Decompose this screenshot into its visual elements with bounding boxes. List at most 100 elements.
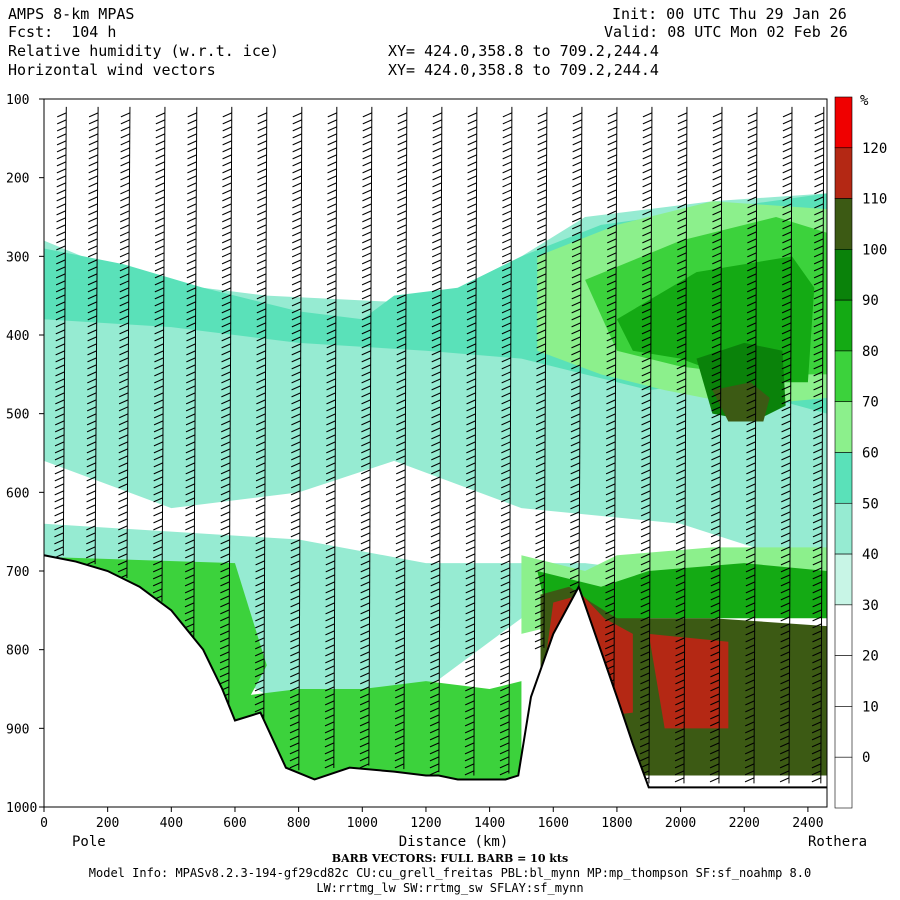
barb-feather xyxy=(118,476,128,482)
barb-feather xyxy=(710,518,721,524)
barb-feather xyxy=(292,224,302,230)
barb-feather xyxy=(640,511,651,517)
barb-feather xyxy=(502,238,512,244)
barb-feather xyxy=(185,546,195,552)
barb-feather xyxy=(711,294,722,300)
barb-feather xyxy=(780,686,790,692)
barb-feather xyxy=(711,336,722,342)
barb-feather xyxy=(220,518,230,524)
barb-feather xyxy=(152,567,163,573)
barb-feather xyxy=(813,301,824,307)
barb-feather xyxy=(432,217,442,223)
barb-feather xyxy=(324,693,335,699)
barb-feather xyxy=(87,378,97,384)
barb-feather xyxy=(607,147,617,153)
x-tick-label: 1200 xyxy=(410,816,441,831)
barb-feather xyxy=(88,168,98,174)
barb-feather xyxy=(745,630,755,636)
barb-feather xyxy=(676,350,687,356)
barb-feather xyxy=(256,336,266,342)
barb-feather xyxy=(501,420,511,426)
barb-feather xyxy=(154,231,165,237)
barb-feather xyxy=(186,231,197,237)
barb-feather xyxy=(361,385,371,391)
barb-feather xyxy=(120,147,130,153)
barb-feather xyxy=(432,182,442,188)
barb-feather xyxy=(744,777,755,783)
barb-feather xyxy=(55,329,66,335)
barb-feather xyxy=(325,623,335,629)
barb-feather xyxy=(221,343,231,349)
barb-feather xyxy=(813,343,823,349)
barb-feather xyxy=(395,651,405,657)
barb-feather xyxy=(55,406,65,412)
barb-feather xyxy=(711,364,722,370)
barb-feather xyxy=(86,441,97,447)
barb-feather xyxy=(395,490,406,496)
barb-feather xyxy=(500,651,510,657)
barb-feather xyxy=(326,280,337,286)
barb-feather xyxy=(640,658,650,664)
barb-feather xyxy=(362,210,372,216)
barb-feather xyxy=(712,266,722,272)
barb-feather xyxy=(86,406,97,412)
barb-feather xyxy=(676,427,686,433)
barb-feather xyxy=(432,203,442,209)
barb-feather xyxy=(780,623,790,629)
barb-feather xyxy=(676,406,686,412)
barb-feather xyxy=(290,616,300,622)
barb-feather xyxy=(639,742,650,748)
barb-feather xyxy=(119,287,129,293)
barb-feather xyxy=(572,203,582,209)
barb-feather xyxy=(55,301,66,307)
barb-feather xyxy=(154,385,164,391)
barb-feather xyxy=(466,462,476,468)
barb-feather xyxy=(220,609,230,615)
barb-feather xyxy=(362,119,372,125)
barb-feather xyxy=(118,539,128,545)
x-axis-label: Distance (km) xyxy=(399,834,509,850)
barb-feather xyxy=(118,532,128,538)
barb-feather xyxy=(676,364,687,370)
colorbar-label: 50 xyxy=(862,496,879,512)
barb-feather xyxy=(536,259,547,265)
barb-feather xyxy=(396,252,407,258)
barb-feather xyxy=(534,637,545,643)
barb-feather xyxy=(782,259,792,265)
barb-feather xyxy=(780,553,791,559)
barb-feather xyxy=(640,644,650,650)
barb-feather xyxy=(502,182,512,188)
barb-feather xyxy=(56,133,67,139)
barb-feather xyxy=(502,168,512,174)
colorbar-swatch xyxy=(834,452,853,504)
barb-staff xyxy=(788,106,793,784)
barb-feather xyxy=(745,532,756,538)
barb-feather xyxy=(780,539,791,545)
barb-feather xyxy=(255,539,265,545)
barb-feather xyxy=(291,273,302,279)
barb-feather xyxy=(54,455,65,461)
barb-feather xyxy=(85,553,96,559)
barb-feather xyxy=(604,651,615,657)
barb-feather xyxy=(535,434,546,440)
barb-feather xyxy=(55,322,66,328)
barb-feather xyxy=(782,126,793,132)
barb-feather xyxy=(745,602,755,608)
barb-feather xyxy=(640,721,650,727)
barb-feather xyxy=(745,525,756,531)
barb-feather xyxy=(187,126,197,132)
barb-feather xyxy=(291,259,302,265)
barb-feather xyxy=(255,609,265,615)
barb-feather xyxy=(396,399,406,405)
barb-feather xyxy=(781,378,791,384)
barb-feather xyxy=(502,147,512,153)
barb-feather xyxy=(432,245,442,251)
barb-feather xyxy=(501,469,511,475)
barb-feather xyxy=(325,658,335,664)
barb-feather xyxy=(430,483,441,489)
barb-feather xyxy=(639,756,650,762)
barb-feather xyxy=(430,539,441,545)
barb-feather xyxy=(466,266,477,272)
barb-feather xyxy=(56,224,66,230)
barb-feather xyxy=(641,371,651,377)
